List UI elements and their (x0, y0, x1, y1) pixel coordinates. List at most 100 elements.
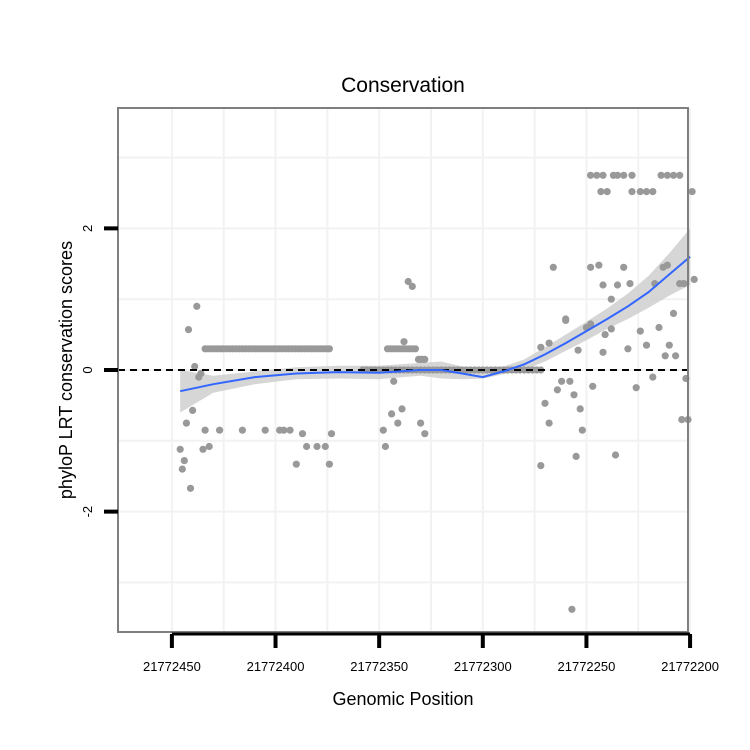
data-point (628, 171, 636, 179)
confidence-band (180, 228, 691, 413)
data-point (325, 460, 333, 468)
data-point (381, 442, 389, 451)
data-point (593, 171, 601, 179)
x-tick-label: 21772400 (247, 659, 305, 674)
data-point (611, 451, 620, 459)
data-point (398, 405, 406, 413)
data-point (665, 341, 673, 349)
data-point (184, 326, 193, 334)
data-point (286, 426, 294, 434)
smooth-fit-line (179, 255, 691, 393)
data-point (595, 261, 603, 269)
x-tick-label: 21772350 (350, 659, 408, 674)
data-point (657, 171, 665, 179)
data-point (587, 320, 595, 328)
data-point (597, 188, 605, 196)
data-point (562, 315, 570, 323)
data-point (613, 171, 622, 179)
data-point (176, 445, 184, 453)
smooth-line (179, 255, 691, 393)
y-axis: -2 0 2 (80, 225, 118, 518)
confidence-band-area (180, 228, 691, 413)
data-point (628, 188, 636, 196)
data-point (669, 309, 678, 317)
data-point (626, 280, 634, 288)
data-point (649, 188, 657, 196)
y-tick-label: -2 (80, 506, 95, 518)
data-point (678, 416, 686, 424)
data-point (632, 384, 640, 392)
x-axis: 21772450 21772400 21772350 21772300 21772250… (143, 632, 719, 674)
data-point (325, 345, 333, 353)
data-point (390, 377, 398, 385)
y-axis-title: phyloP LRT conservation scores (56, 241, 76, 499)
data-point (238, 426, 246, 434)
data-point (661, 352, 669, 360)
data-point (553, 386, 562, 394)
data-point (589, 382, 597, 390)
data-point (313, 442, 321, 451)
data-point (537, 343, 545, 351)
panel-grid (118, 108, 692, 632)
data-point (404, 277, 412, 286)
data-point (400, 338, 408, 346)
x-tick-label: 21772300 (454, 659, 512, 674)
data-point (280, 426, 288, 434)
data-point (545, 419, 553, 427)
data-point (603, 188, 611, 196)
data-point (549, 263, 557, 271)
data-point (321, 442, 329, 451)
data-point (576, 405, 584, 413)
data-point (537, 462, 545, 470)
data-point (388, 410, 396, 418)
data-point (587, 171, 595, 179)
data-point (193, 302, 201, 310)
data-point (636, 188, 644, 196)
data-point (303, 442, 311, 451)
data-point (572, 452, 580, 460)
data-point (292, 460, 300, 468)
data-point (620, 263, 628, 271)
data-point (197, 369, 205, 378)
x-tick-label: 21772200 (661, 659, 719, 674)
data-point (607, 325, 615, 333)
x-tick-label: 21772450 (143, 659, 201, 674)
data-point (421, 430, 429, 438)
data-point (298, 430, 307, 438)
data-point (205, 442, 213, 451)
data-point (663, 171, 671, 179)
data-point (180, 457, 188, 465)
data-point (327, 430, 336, 438)
x-tick-label: 21772250 (558, 659, 616, 674)
data-point (690, 275, 698, 283)
data-point (613, 281, 622, 289)
data-point (178, 465, 186, 473)
data-point (649, 373, 657, 381)
data-point (191, 362, 199, 371)
data-point (568, 605, 576, 613)
data-point (186, 484, 195, 492)
chart-title: Conservation (341, 74, 465, 97)
data-point (642, 341, 651, 349)
data-point (587, 263, 595, 271)
data-point (541, 399, 549, 407)
data-points (176, 171, 698, 613)
data-point (379, 426, 387, 434)
data-point (411, 345, 419, 353)
y-tick-label: 2 (80, 225, 95, 232)
data-point (261, 426, 269, 434)
data-point (636, 327, 644, 335)
data-point (408, 282, 416, 290)
data-point (663, 261, 671, 269)
data-point (655, 323, 663, 332)
data-point (417, 419, 425, 427)
data-point (201, 426, 209, 434)
data-point (558, 377, 566, 385)
data-point (189, 406, 197, 414)
data-point (199, 445, 207, 453)
data-point (394, 419, 402, 427)
x-axis-title: Genomic Position (332, 689, 473, 709)
data-point (182, 419, 190, 427)
data-point (599, 171, 607, 179)
